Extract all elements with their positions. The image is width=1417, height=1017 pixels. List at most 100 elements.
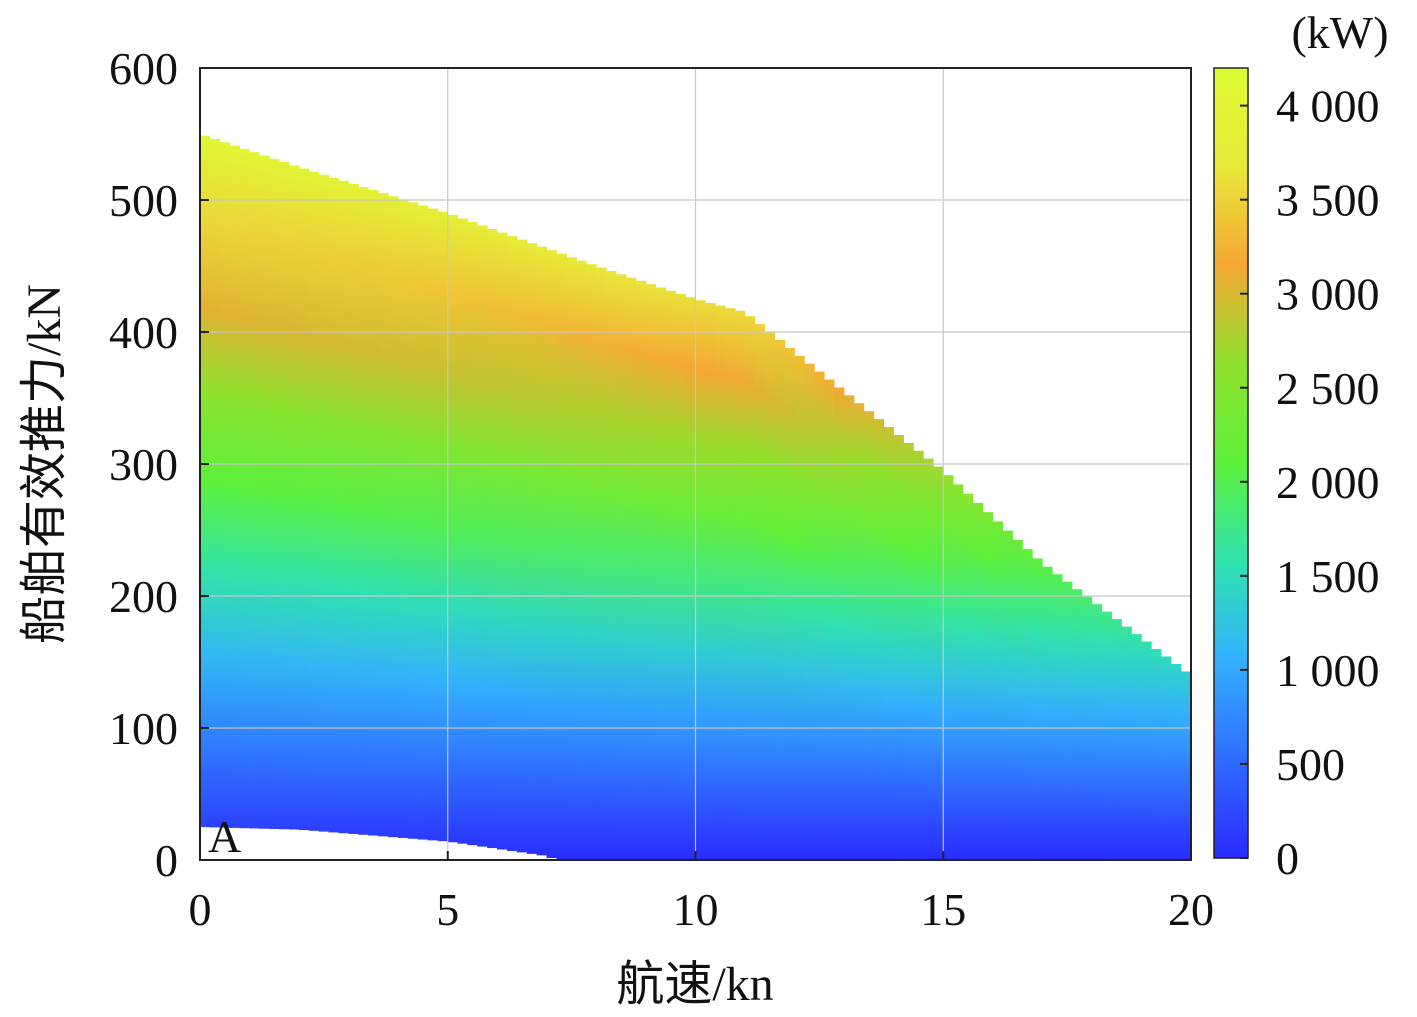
colorbar-tick-label: 3 000: [1276, 269, 1380, 320]
heatmap-strip: [1012, 539, 1023, 860]
heatmap-strip: [596, 267, 607, 860]
heatmap-strip: [1071, 589, 1083, 860]
heatmap-strip: [397, 199, 409, 838]
heatmap-strip: [358, 187, 369, 835]
heatmap-strip: [586, 264, 597, 860]
heatmap-strip: [536, 246, 548, 856]
y-tick-label: 500: [109, 175, 178, 226]
colorbar: [1213, 67, 1249, 859]
y-tick-label: 100: [109, 703, 178, 754]
heatmap-strip: [407, 202, 419, 839]
heatmap-strip: [645, 284, 657, 860]
colorbar-unit-label: (kW): [1291, 7, 1388, 58]
heatmap-strip: [1091, 604, 1103, 860]
heatmap-strip: [863, 411, 875, 860]
heatmap-strip: [1170, 663, 1182, 860]
heatmap-strip: [715, 305, 726, 860]
heatmap-strip: [338, 180, 349, 834]
heatmap-strip: [387, 196, 399, 838]
heatmap-strip: [665, 290, 676, 860]
heatmap-strip: [447, 214, 458, 843]
panel-label: A: [208, 811, 241, 862]
heatmap-strip: [546, 250, 558, 859]
heatmap-strip: [933, 466, 944, 860]
heatmap-strip: [1022, 549, 1033, 860]
heatmap-strip: [318, 174, 330, 832]
heatmap-strip: [1002, 530, 1013, 860]
heatmap-strip: [685, 297, 696, 860]
heatmap-strip: [497, 232, 508, 850]
heatmap-strip: [516, 239, 528, 853]
heatmap-strip: [1151, 649, 1162, 860]
heatmap-strip: [843, 395, 855, 860]
heatmap-strip: [1061, 581, 1073, 860]
heatmap-strip: [942, 475, 954, 860]
heatmap-strip: [556, 253, 567, 860]
y-tick-label: 0: [155, 835, 178, 886]
heatmap-strip: [348, 183, 359, 834]
heatmap-strip: [437, 211, 449, 842]
heatmap-strip: [506, 236, 518, 851]
y-tick-label: 400: [109, 307, 178, 358]
heatmap-strip: [625, 277, 637, 860]
colorbar-tick-label: 500: [1276, 739, 1345, 790]
grid-lines: [200, 68, 1191, 860]
x-tick-label: 20: [1168, 884, 1214, 935]
heatmap-strip: [1131, 634, 1142, 860]
heatmap-strip: [427, 208, 439, 841]
heatmap-strip: [249, 152, 260, 829]
heatmap-strip: [1141, 641, 1152, 860]
heatmap-strip: [328, 177, 340, 833]
y-tick-label: 600: [109, 43, 178, 94]
x-tick-label: 0: [189, 884, 212, 935]
heatmap-strip: [873, 419, 885, 860]
heatmap-strip: [913, 450, 924, 860]
heatmap-surface: [200, 135, 1191, 860]
y-axis-label: 船舶有效推力/kN: [18, 284, 71, 644]
heatmap-strip: [615, 274, 627, 860]
heatmap-strip: [1032, 558, 1043, 860]
heatmap-strip: [209, 138, 221, 828]
heatmap-strip: [695, 300, 706, 860]
heatmap-strip: [477, 225, 488, 847]
heatmap-strip: [833, 387, 845, 860]
heatmap-strip: [368, 190, 379, 836]
heatmap-strip: [417, 205, 429, 840]
heatmap-strip: [1160, 656, 1172, 860]
x-axis-label: 航速/kn: [616, 958, 773, 1011]
x-tick-label: 5: [436, 884, 459, 935]
heatmap-strip: [774, 339, 785, 860]
heatmap-strip: [269, 158, 280, 829]
colorbar-tick-label: 3 500: [1276, 175, 1380, 226]
heatmap-strip: [853, 403, 865, 860]
heatmap-strip: [784, 347, 795, 860]
heatmap-strip: [467, 222, 478, 846]
heatmap-strip: [378, 193, 389, 837]
x-tick-label: 10: [673, 884, 719, 935]
colorbar-tick-label: 1 000: [1276, 645, 1380, 696]
heatmap-strip: [1111, 619, 1122, 860]
heatmap-strip: [952, 484, 964, 860]
heatmap-strip: [903, 442, 914, 860]
heatmap-strip: [814, 371, 825, 860]
heatmap-strip: [794, 355, 805, 860]
heatmap-strip: [675, 294, 686, 860]
colorbar-tick-label: 1 500: [1276, 551, 1380, 602]
heatmap-strip: [705, 302, 716, 860]
y-tick-label: 200: [109, 571, 178, 622]
heatmap-strip: [804, 363, 815, 860]
y-tick-label: 300: [109, 439, 178, 490]
heatmap-strip: [259, 155, 270, 829]
heatmap-strip: [635, 280, 647, 860]
heatmap-strip: [526, 243, 538, 854]
heatmap-strip: [744, 316, 756, 860]
heatmap-strip: [576, 260, 587, 860]
heatmap-strip: [606, 270, 617, 860]
heatmap-strip: [239, 148, 250, 829]
heatmap-strip: [734, 310, 746, 860]
heatmap-strip: [229, 145, 240, 828]
colorbar-tick-label: 2 000: [1276, 457, 1380, 508]
heatmap-strip: [893, 434, 904, 860]
colorbar-tick-label: 4 000: [1276, 81, 1380, 132]
